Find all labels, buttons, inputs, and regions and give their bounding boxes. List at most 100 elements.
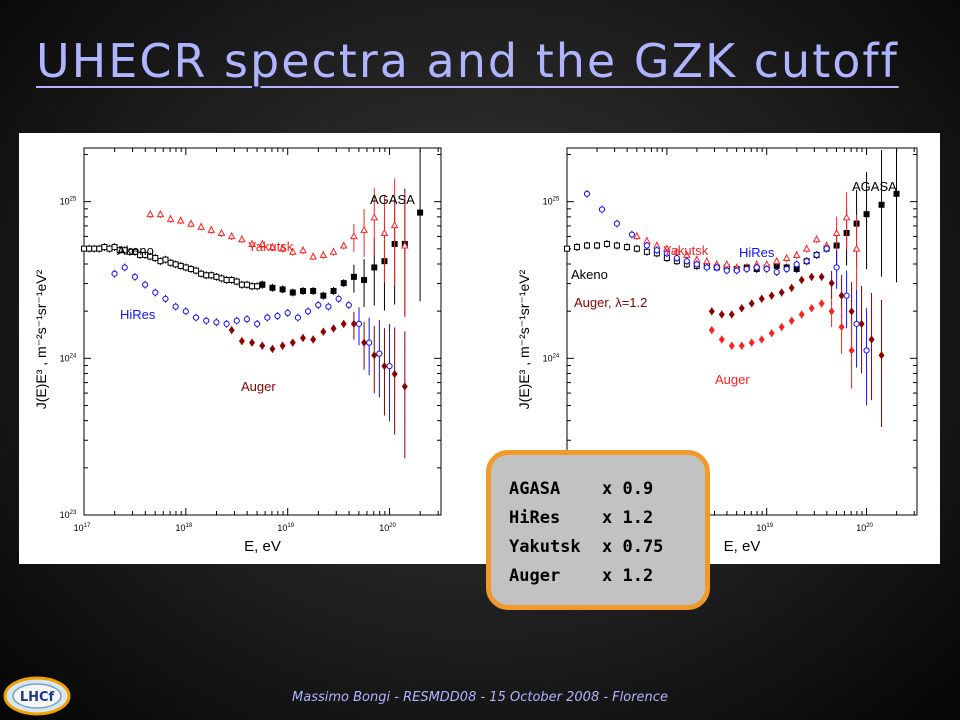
data-point — [243, 281, 250, 288]
data-point — [233, 317, 240, 324]
data-point — [633, 232, 641, 240]
scale-experiment: Auger — [509, 566, 561, 586]
data-point — [703, 264, 710, 271]
data-point — [808, 272, 815, 281]
data-point — [893, 190, 900, 197]
data-point — [733, 267, 740, 274]
data-point — [350, 273, 357, 280]
data-point — [853, 320, 860, 327]
data-point — [842, 213, 851, 221]
data-point — [808, 304, 815, 313]
data-point — [299, 287, 306, 294]
data-point — [768, 291, 775, 300]
scale-factor: x 0.9 — [602, 479, 654, 499]
logo-text: LHCf — [20, 690, 55, 705]
x-tick-label: 1020 — [856, 523, 873, 533]
annotation-yakutsk: Yakutsk — [663, 243, 709, 258]
data-point — [279, 341, 286, 350]
data-point — [818, 272, 825, 281]
y-tick-label: 1025 — [60, 197, 77, 207]
series-yakutsk — [146, 178, 409, 318]
data-point — [738, 304, 745, 313]
data-point — [708, 307, 715, 316]
data-point — [828, 307, 835, 316]
x-tick-label: 1019 — [756, 523, 773, 533]
data-point — [142, 281, 149, 288]
scale-experiment: Yakutsk — [509, 537, 581, 557]
data-point — [86, 245, 93, 252]
data-point — [254, 283, 261, 290]
data-point — [753, 264, 760, 271]
data-point — [223, 276, 230, 283]
data-point — [798, 310, 805, 319]
data-point — [366, 339, 373, 346]
plot-frame — [566, 147, 918, 516]
data-point — [812, 235, 821, 243]
data-point — [793, 266, 800, 273]
data-point — [217, 228, 226, 236]
data-point — [167, 259, 174, 266]
data-point — [350, 319, 357, 328]
scale-row-agasa: AGASA x 0.9 — [509, 475, 705, 504]
data-point — [259, 281, 266, 288]
data-point — [773, 262, 780, 269]
data-point — [818, 299, 825, 308]
annotation-auger: Auger — [715, 372, 750, 387]
data-point — [310, 335, 317, 344]
data-point — [633, 245, 640, 252]
scale-row-auger: Auger x 1.2 — [509, 562, 705, 591]
data-point — [330, 324, 337, 333]
data-point — [390, 221, 399, 229]
data-point — [623, 244, 630, 251]
data-point — [329, 247, 338, 255]
data-point — [583, 242, 590, 249]
data-point — [111, 270, 118, 277]
data-point — [177, 262, 184, 269]
data-point — [728, 341, 735, 350]
data-point — [157, 258, 164, 265]
data-point — [193, 267, 200, 274]
data-point — [788, 316, 795, 325]
data-point — [182, 264, 189, 271]
y-axis-label: J(E)E³ , m⁻²s⁻¹sr⁻¹eV² — [516, 269, 532, 409]
data-point — [294, 314, 301, 321]
data-point — [728, 310, 735, 319]
data-point — [778, 288, 785, 297]
scale-row-yakutsk: Yakutsk x 0.75 — [509, 533, 705, 562]
plot-frame — [83, 147, 442, 516]
data-point — [653, 247, 660, 254]
data-point — [106, 245, 113, 252]
data-point — [813, 251, 820, 259]
data-point — [91, 245, 98, 252]
data-point — [802, 244, 811, 252]
data-point — [319, 250, 328, 258]
data-point — [228, 326, 235, 335]
data-point — [843, 292, 850, 299]
data-point — [131, 248, 138, 255]
data-point — [340, 280, 347, 287]
data-point — [758, 294, 765, 303]
data-point — [381, 362, 388, 371]
data-point — [371, 351, 378, 360]
data-point — [863, 211, 870, 218]
annotation-akeno: Akeno — [117, 243, 154, 258]
data-point — [778, 322, 785, 331]
data-point — [269, 284, 276, 291]
data-point — [603, 240, 610, 247]
series-hires — [111, 263, 393, 422]
lhcf-logo: LHCf — [3, 676, 71, 716]
data-point — [249, 283, 256, 290]
data-point — [718, 310, 725, 319]
data-point — [289, 338, 296, 347]
y-tick-label: 1025 — [543, 197, 560, 207]
data-point — [792, 250, 801, 258]
data-point — [863, 347, 870, 354]
data-point — [339, 241, 348, 249]
data-point — [238, 235, 246, 243]
data-point — [320, 327, 327, 336]
data-point — [131, 273, 139, 280]
data-point — [828, 279, 835, 288]
data-point — [350, 232, 358, 240]
data-point — [268, 243, 277, 251]
data-point — [203, 317, 210, 324]
